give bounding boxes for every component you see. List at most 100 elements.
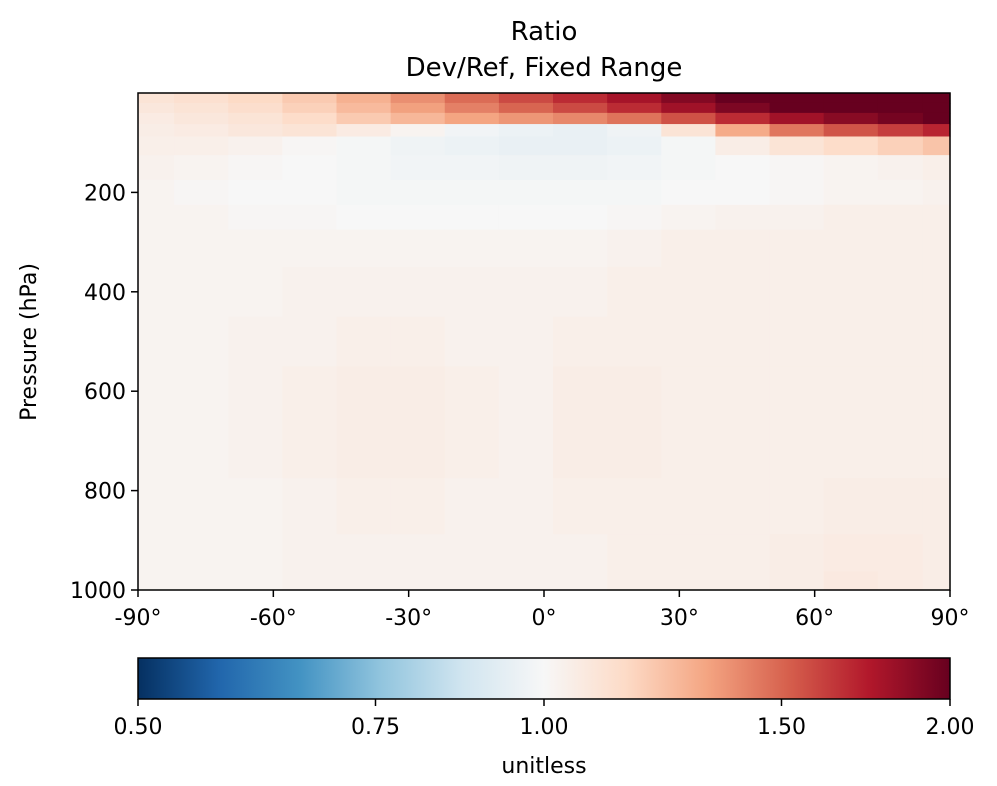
- heatmap-cell: [174, 230, 229, 268]
- heatmap-cell: [391, 205, 446, 230]
- heatmap-cell: [228, 136, 283, 155]
- heatmap-cell: [391, 113, 446, 125]
- heatmap-cell: [445, 230, 500, 268]
- heatmap-cell: [391, 124, 446, 137]
- y-tick-label: 800: [84, 480, 126, 505]
- heatmap-cell: [661, 267, 716, 317]
- heatmap-cell: [553, 317, 608, 367]
- heatmap-cell: [445, 267, 500, 317]
- heatmap-cell: [336, 205, 391, 230]
- heatmap-cell: [138, 230, 175, 268]
- heatmap-cell: [282, 571, 337, 590]
- heatmap-cell: [228, 124, 283, 137]
- heatmap-cell: [607, 230, 662, 268]
- heatmap-cell: [138, 317, 175, 367]
- heatmap-cell: [391, 416, 446, 479]
- heatmap-cell: [336, 136, 391, 155]
- heatmap-cell: [770, 113, 825, 125]
- heatmap-cell: [499, 93, 554, 104]
- heatmap-cell: [499, 267, 554, 317]
- heatmap-cell: [661, 478, 716, 535]
- heatmap-cell: [661, 205, 716, 230]
- y-tick-label: 1000: [70, 579, 126, 604]
- heatmap-cell: [661, 113, 716, 125]
- colorbar-tick-label: 1.00: [520, 715, 569, 740]
- heatmap-cell: [391, 103, 446, 114]
- heatmap-cell: [228, 267, 283, 317]
- heatmap-cell: [553, 478, 608, 535]
- heatmap-cell: [770, 571, 825, 590]
- heatmap-cell: [878, 124, 924, 137]
- heatmap-cell: [336, 124, 391, 137]
- heatmap-cell: [174, 571, 229, 590]
- heatmap-cell: [878, 317, 924, 367]
- heatmap-cell: [282, 534, 337, 572]
- heatmap-cell: [715, 478, 770, 535]
- y-tick-label: 400: [84, 281, 126, 306]
- heatmap-cell: [445, 534, 500, 572]
- heatmap-cell: [445, 155, 500, 180]
- heatmap-cell: [715, 416, 770, 479]
- heatmap-cell: [607, 317, 662, 367]
- heatmap-cell: [824, 113, 879, 125]
- heatmap-cell: [553, 205, 608, 230]
- heatmap-cell: [923, 230, 951, 268]
- heatmap-cell: [499, 205, 554, 230]
- heatmap-cell: [499, 113, 554, 125]
- heatmap-cell: [282, 317, 337, 367]
- heatmap-cell: [174, 416, 229, 479]
- heatmap-cell: [715, 155, 770, 180]
- heatmap-cell: [174, 534, 229, 572]
- heatmap-cell: [282, 113, 337, 125]
- heatmap-cell: [715, 124, 770, 137]
- heatmap-cell: [661, 180, 716, 205]
- heatmap-cell: [715, 180, 770, 205]
- heatmap-cell: [336, 93, 391, 104]
- heatmap-cell: [336, 230, 391, 268]
- heatmap-cell: [715, 136, 770, 155]
- x-tick-label: 30°: [660, 606, 699, 631]
- heatmap-cell: [174, 317, 229, 367]
- heatmap-cell: [661, 136, 716, 155]
- heatmap-cell: [770, 93, 825, 104]
- heatmap-cell: [923, 155, 951, 180]
- heatmap-cell: [878, 205, 924, 230]
- heatmap-cell: [923, 113, 951, 125]
- heatmap-cell: [553, 103, 608, 114]
- heatmap-cell: [878, 103, 924, 114]
- colorbar-tick-label: 0.50: [114, 715, 163, 740]
- heatmap-cell: [923, 93, 951, 104]
- heatmap-cell: [607, 103, 662, 114]
- heatmap-cell: [336, 113, 391, 125]
- heatmap-cell: [607, 267, 662, 317]
- heatmap-cell: [770, 155, 825, 180]
- heatmap-cell: [923, 180, 951, 205]
- heatmap-cell: [445, 317, 500, 367]
- y-axis: 200 400 600 800 1000: [70, 181, 138, 604]
- heatmap-cell: [878, 113, 924, 125]
- x-tick-label: 90°: [931, 606, 970, 631]
- heatmap-cell: [282, 366, 337, 416]
- heatmap-cell: [138, 478, 175, 535]
- heatmap-cell: [336, 478, 391, 535]
- heatmap-cell: [228, 478, 283, 535]
- y-tick-label: 600: [84, 380, 126, 405]
- heatmap-cell: [282, 93, 337, 104]
- heatmap-cell: [336, 317, 391, 367]
- heatmap-cell: [715, 103, 770, 114]
- heatmap-cell: [824, 571, 879, 590]
- heatmap-cell: [228, 93, 283, 104]
- heatmap-cell: [228, 180, 283, 205]
- heatmap-cell: [391, 155, 446, 180]
- heatmap-cell: [553, 124, 608, 137]
- heatmap-cell: [174, 155, 229, 180]
- heatmap-cell: [391, 534, 446, 572]
- heatmap-cell: [138, 205, 175, 230]
- heatmap-cell: [661, 124, 716, 137]
- heatmap-cell: [138, 124, 175, 137]
- heatmap-cell: [445, 416, 500, 479]
- heatmap-cell: [445, 571, 500, 590]
- heatmap-cell: [445, 180, 500, 205]
- heatmap-cell: [499, 103, 554, 114]
